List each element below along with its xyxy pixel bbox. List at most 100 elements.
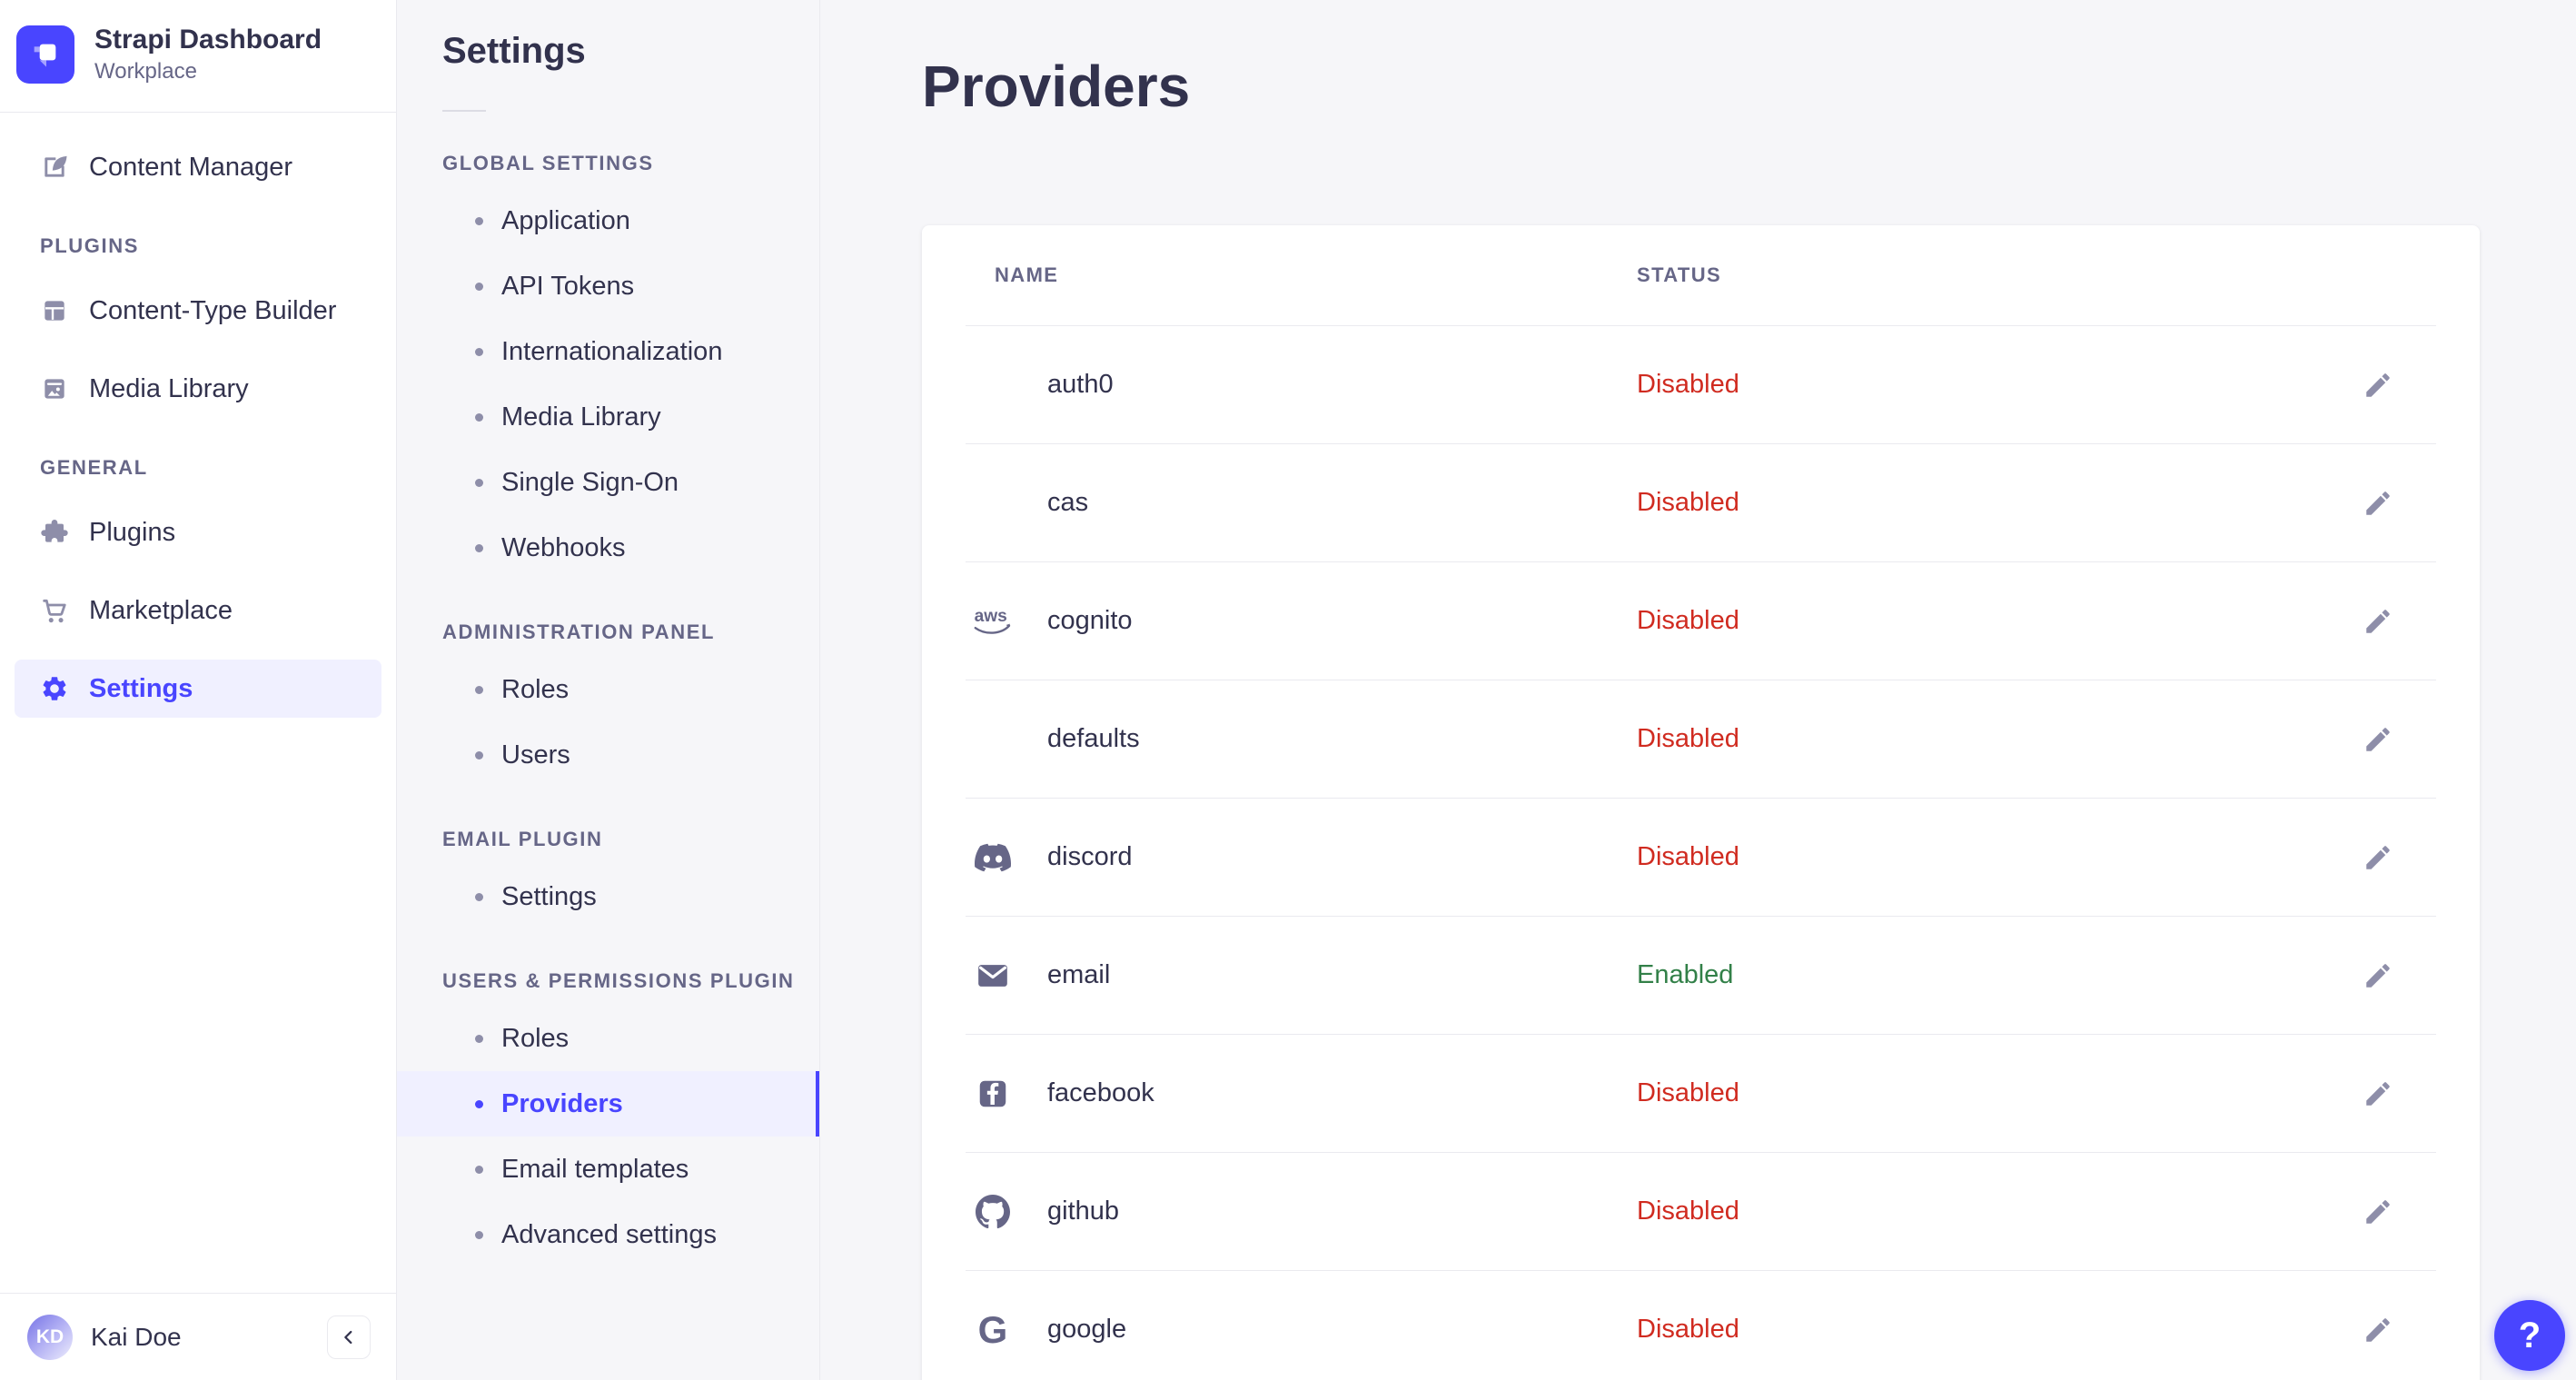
provider-name: cognito [1047,606,1133,635]
help-button[interactable]: ? [2494,1300,2565,1371]
edit-provider-button[interactable] [2353,478,2403,529]
provider-status: Enabled [1637,960,1734,989]
subnav-item-email-settings[interactable]: Settings [397,864,819,929]
sidebar-item-marketplace[interactable]: Marketplace [15,581,381,640]
provider-status: Disabled [1637,1078,1739,1107]
sidebar-item-label: Content-Type Builder [89,295,337,325]
edit-provider-button[interactable] [2353,596,2403,647]
subnav-divider [442,110,486,112]
collapse-sidebar-button[interactable] [327,1315,371,1359]
gear-icon [40,674,69,703]
provider-row-discord: discord Disabled [966,798,2436,916]
sidebar-item-media-library[interactable]: Media Library [15,360,381,418]
subnav-item-internationalization[interactable]: Internationalization [397,319,819,384]
provider-row-cognito: aws cognito Disabled [966,561,2436,680]
pencil-icon [2363,1196,2393,1227]
subnav-item-providers[interactable]: Providers [397,1071,819,1137]
edit-provider-button[interactable] [2353,832,2403,883]
provider-row-google: G google Disabled [966,1270,2436,1380]
provider-status: Disabled [1637,842,1739,871]
subnav-item-admin-users[interactable]: Users [397,722,819,788]
sidebar-item-plugins[interactable]: Plugins [15,503,381,561]
subnav-item-admin-roles[interactable]: Roles [397,657,819,722]
provider-name: facebook [1047,1078,1154,1107]
app-title: Strapi Dashboard [94,25,322,55]
edit-provider-button[interactable] [2353,1305,2403,1355]
provider-status: Disabled [1637,1315,1739,1344]
pencil-icon [2363,1315,2393,1345]
provider-status: Disabled [1637,724,1739,753]
subnav-item-webhooks[interactable]: Webhooks [397,515,819,581]
subnav-item-advanced-settings[interactable]: Advanced settings [397,1202,819,1267]
brand-text: Strapi Dashboard Workplace [94,25,322,84]
subnav-section-global-settings: GLOBAL SETTINGS [442,152,654,174]
subnav-list-admin: Roles Users [397,657,819,788]
subnav-section-administration-panel: ADMINISTRATION PANEL [442,621,716,643]
providers-table-card: NAME STATUS auth0 Disabled cas Disabled [922,225,2480,1380]
pencil-icon [2363,606,2393,637]
puzzle-icon [40,518,69,547]
provider-name: defaults [1047,724,1140,753]
sidebar-nav: Content Manager PLUGINS Content-Type Bui… [0,113,396,718]
provider-name: github [1047,1196,1120,1226]
provider-status: Disabled [1637,606,1739,635]
pencil-icon [2363,842,2393,873]
cart-icon [40,596,69,625]
pencil-icon [2363,1078,2393,1109]
subnav-item-application[interactable]: Application [397,188,819,253]
subnav-item-up-roles[interactable]: Roles [397,1006,819,1071]
edit-provider-button[interactable] [2353,1068,2403,1119]
subnav-list-email: Settings [397,864,819,929]
sidebar-item-content-type-builder[interactable]: Content-Type Builder [15,282,381,340]
main-content: Providers NAME STATUS auth0 Disabled cas… [820,0,2576,1380]
page-title: Providers [922,54,1191,119]
provider-status: Disabled [1637,370,1739,399]
sidebar-item-label: Media Library [89,373,249,403]
sidebar-section-plugins: PLUGINS [40,234,139,257]
column-header-status: STATUS [1637,263,1722,286]
sidebar-item-settings[interactable]: Settings [15,660,381,718]
content-type-builder-icon [40,296,69,325]
media-library-icon [40,374,69,403]
subnav-section-email-plugin: EMAIL PLUGIN [442,828,603,850]
pencil-icon [2363,960,2393,991]
provider-name: cas [1047,488,1089,517]
email-icon [967,958,1018,993]
provider-row-facebook: facebook Disabled [966,1034,2436,1152]
pencil-icon [2363,370,2393,401]
pencil-icon [2363,488,2393,519]
sidebar-item-content-manager[interactable]: Content Manager [15,138,381,196]
table-header-row: NAME STATUS [966,225,2436,325]
sidebar-item-label: Plugins [89,517,176,547]
aws-icon: aws [967,605,1018,638]
subnav-section-users-permissions: USERS & PERMISSIONS PLUGIN [442,969,795,992]
edit-provider-button[interactable] [2353,950,2403,1001]
subnav-list-users-permissions: Roles Providers Email templates Advanced… [397,1006,819,1267]
subnav-item-media-library[interactable]: Media Library [397,384,819,450]
svg-text:aws: aws [975,607,1007,626]
sidebar-item-label: Settings [89,673,193,703]
main-sidebar: Strapi Dashboard Workplace Content Manag… [0,0,397,1380]
subnav-item-api-tokens[interactable]: API Tokens [397,253,819,319]
provider-name: email [1047,960,1111,989]
discord-icon [967,839,1018,876]
user-row: KD Kai Doe [0,1293,396,1380]
subnav-item-single-sign-on[interactable]: Single Sign-On [397,450,819,515]
provider-row-email: email Enabled [966,916,2436,1034]
google-icon: G [977,1307,1008,1351]
subnav-item-email-templates[interactable]: Email templates [397,1137,819,1202]
chevron-left-icon [339,1327,359,1347]
edit-provider-button[interactable] [2353,1186,2403,1237]
github-icon [967,1194,1018,1229]
edit-provider-button[interactable] [2353,714,2403,765]
facebook-icon [967,1077,1018,1110]
provider-status: Disabled [1637,1196,1739,1226]
edit-provider-button[interactable] [2353,360,2403,411]
brand-header[interactable]: Strapi Dashboard Workplace [0,0,396,113]
subnav-list-global: Application API Tokens Internationalizat… [397,188,819,581]
avatar[interactable]: KD [27,1314,73,1360]
sidebar-item-label: Marketplace [89,595,233,625]
provider-status: Disabled [1637,488,1739,517]
user-name: Kai Doe [91,1322,182,1351]
